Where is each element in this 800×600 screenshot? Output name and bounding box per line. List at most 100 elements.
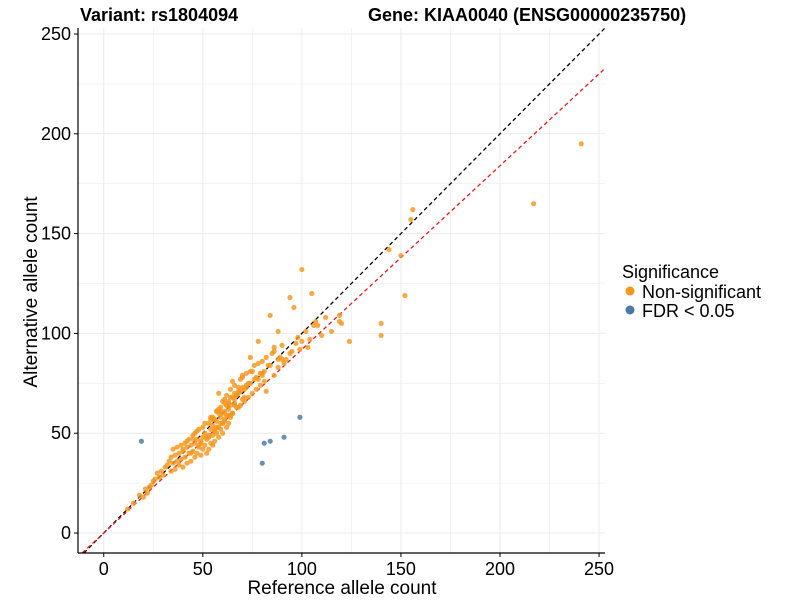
point-non-significant [208, 426, 214, 432]
point-non-significant [162, 464, 168, 470]
point-non-significant [261, 368, 267, 374]
point-non-significant [255, 360, 261, 366]
point-non-significant [212, 426, 218, 432]
point-non-significant [303, 328, 309, 335]
point-non-significant [231, 382, 238, 388]
point-non-significant [263, 354, 269, 360]
point-non-significant [188, 450, 194, 456]
point-non-significant [275, 364, 281, 370]
title-gene: Gene: KIAA0040 (ENSG00000235750) [368, 5, 686, 25]
point-non-significant [202, 442, 208, 448]
point-non-significant [578, 141, 584, 147]
point-non-significant [124, 506, 131, 512]
point-non-significant [200, 434, 206, 440]
legend-marker-non-significant [625, 286, 635, 296]
point-non-significant [378, 320, 384, 327]
point-non-significant [194, 436, 200, 442]
point-non-significant [247, 354, 253, 360]
title-variant: Variant: rs1804094 [80, 5, 238, 25]
point-non-significant [223, 424, 230, 430]
point-non-significant [241, 394, 248, 400]
point-non-significant [223, 392, 230, 398]
point-non-significant [150, 478, 156, 484]
point-non-significant [166, 458, 172, 464]
point-non-significant [271, 348, 277, 354]
point-non-significant [210, 432, 216, 438]
point-non-significant [247, 368, 253, 374]
point-fdr-significant [259, 460, 265, 466]
reference-line-fit [81, 67, 606, 554]
point-non-significant [225, 406, 232, 412]
y-tick-label: 200 [41, 124, 71, 144]
point-non-significant [257, 382, 263, 388]
point-non-significant [283, 356, 289, 362]
point-non-significant [299, 266, 305, 273]
point-non-significant [235, 384, 242, 390]
point-non-significant [239, 374, 246, 380]
point-non-significant [225, 420, 232, 426]
point-non-significant [184, 438, 190, 444]
data-points [124, 141, 584, 512]
point-non-significant [170, 460, 176, 466]
point-non-significant [198, 452, 204, 458]
point-non-significant [227, 412, 234, 418]
point-non-significant [184, 460, 190, 466]
point-fdr-significant [297, 414, 303, 420]
point-non-significant [156, 474, 162, 480]
point-non-significant [279, 342, 285, 348]
point-non-significant [261, 378, 267, 384]
point-non-significant [190, 436, 196, 442]
x-tick-label: 0 [99, 559, 109, 579]
point-non-significant [271, 344, 277, 350]
legend: Significance Non-significant FDR < 0.05 [622, 262, 761, 321]
point-non-significant [200, 424, 206, 430]
y-tick-label: 250 [41, 24, 71, 44]
point-non-significant [398, 252, 404, 259]
point-non-significant [313, 318, 319, 325]
point-non-significant [251, 362, 257, 368]
point-non-significant [200, 446, 206, 452]
point-fdr-significant [281, 434, 287, 440]
point-non-significant [253, 374, 259, 380]
point-non-significant [202, 420, 208, 426]
point-non-significant [271, 372, 277, 378]
point-non-significant [386, 246, 392, 253]
x-tick-label: 150 [386, 559, 416, 579]
point-non-significant [259, 358, 265, 364]
point-non-significant [295, 334, 301, 341]
point-non-significant [297, 346, 303, 352]
legend-marker-fdr [625, 305, 635, 315]
point-non-significant [168, 454, 174, 460]
point-non-significant [241, 398, 248, 404]
x-tick-label: 200 [485, 559, 515, 579]
point-non-significant [319, 332, 325, 339]
y-tick-label: 100 [41, 323, 71, 343]
legend-label-non-significant: Non-significant [642, 282, 761, 302]
point-non-significant [158, 468, 164, 474]
point-non-significant [168, 468, 174, 474]
point-non-significant [241, 386, 248, 392]
point-non-significant [176, 462, 182, 468]
point-non-significant [245, 380, 251, 386]
point-non-significant [309, 290, 315, 297]
point-non-significant [229, 378, 236, 384]
axes [77, 28, 605, 554]
y-tick-label: 50 [51, 423, 71, 443]
point-non-significant [170, 446, 176, 452]
point-non-significant [172, 466, 178, 472]
point-non-significant [245, 394, 251, 400]
x-axis-title: Reference allele count [247, 578, 437, 599]
point-non-significant [305, 344, 311, 350]
x-tick-label: 100 [287, 559, 317, 579]
point-non-significant [192, 440, 198, 446]
point-non-significant [144, 490, 150, 496]
point-non-significant [323, 314, 329, 321]
point-non-significant [267, 362, 273, 368]
point-non-significant [206, 446, 212, 452]
point-non-significant [231, 396, 238, 402]
point-non-significant [174, 444, 180, 450]
point-non-significant [130, 500, 137, 506]
point-non-significant [408, 217, 414, 223]
point-non-significant [311, 322, 317, 329]
